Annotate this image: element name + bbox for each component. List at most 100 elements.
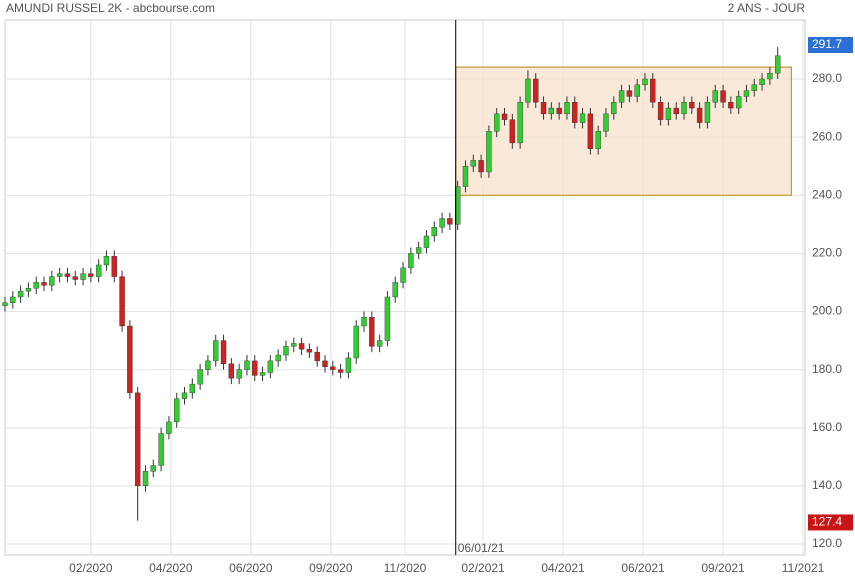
- candle-body: [142, 471, 149, 487]
- x-tick-label: 02/2021: [461, 561, 505, 575]
- candle-body: [213, 340, 219, 362]
- candle-body: [767, 72, 773, 80]
- candle-body: [774, 55, 781, 74]
- y-tick-label: 140.0: [812, 478, 842, 492]
- candle-body: [556, 107, 562, 115]
- y-tick-label: 160.0: [812, 420, 842, 434]
- candle-body: [525, 78, 531, 103]
- price-tag-label: 127.4: [812, 515, 842, 529]
- candle-body: [384, 296, 391, 341]
- chart-subtitle: 2 ANS - JOUR: [728, 1, 806, 15]
- candle-body: [236, 369, 242, 379]
- candle-body: [25, 288, 32, 292]
- x-tick-label: 04/2021: [541, 561, 585, 575]
- candle-body: [337, 369, 344, 373]
- price-tag: [808, 36, 853, 53]
- candle-body: [673, 107, 679, 115]
- chart-title: AMUNDI RUSSEL 2K - abcbourse.com: [6, 1, 215, 15]
- candle-body: [415, 247, 422, 254]
- candle-body: [2, 302, 8, 306]
- candle-body: [33, 282, 39, 289]
- candle-body: [166, 421, 172, 434]
- x-tick-label: 06/2020: [229, 561, 273, 575]
- candle-body: [400, 267, 406, 283]
- candle-body: [720, 90, 726, 103]
- x-tick-label: 09/2021: [701, 561, 745, 575]
- candle-body: [517, 102, 523, 144]
- candle-body: [103, 256, 110, 266]
- candle-body: [595, 131, 601, 149]
- candle-body: [150, 465, 156, 472]
- y-tick-label: 180.0: [812, 362, 842, 376]
- candle-body: [220, 340, 227, 364]
- candle-body: [72, 276, 78, 280]
- candle-body: [743, 90, 750, 97]
- candle-body: [665, 107, 672, 120]
- candle-body: [259, 372, 266, 376]
- candle-body: [267, 360, 274, 373]
- candle-body: [462, 165, 469, 187]
- candle-body: [181, 392, 188, 399]
- candle-body: [330, 366, 336, 370]
- candle-body: [49, 276, 55, 286]
- x-tick-label: 11/2021: [782, 561, 825, 575]
- candle-body: [650, 78, 656, 103]
- candle-body: [470, 160, 476, 167]
- x-tick-label: 02/2020: [69, 561, 113, 575]
- candle-body: [111, 256, 117, 277]
- x-tick-label: 06/2021: [621, 561, 665, 575]
- candle-body: [158, 433, 164, 466]
- candle-body: [533, 78, 539, 103]
- candle-body: [56, 273, 63, 277]
- candle-body: [205, 360, 211, 370]
- candle-body: [657, 102, 664, 120]
- y-tick-label: 280.0: [812, 71, 842, 85]
- x-tick-label: 04/2020: [149, 561, 193, 575]
- y-tick-label: 120.0: [812, 536, 842, 550]
- candle-body: [564, 102, 570, 115]
- candle-body: [392, 282, 398, 298]
- candle-body: [728, 102, 734, 109]
- candle-body: [119, 276, 125, 327]
- candle-body: [322, 360, 328, 367]
- candle-body: [447, 218, 453, 225]
- candle-body: [353, 325, 359, 359]
- candle-body: [244, 360, 250, 370]
- candle-body: [361, 317, 367, 327]
- candle-body: [618, 90, 625, 103]
- candle-body: [572, 102, 578, 123]
- date-marker-label: 06/01/21: [458, 541, 505, 555]
- candle-body: [486, 131, 492, 173]
- candle-body: [439, 218, 445, 228]
- y-tick-label: 200.0: [812, 304, 842, 318]
- candle-body: [751, 84, 757, 91]
- candle-body: [431, 226, 437, 237]
- candle-body: [376, 340, 383, 347]
- candle-body: [17, 290, 24, 298]
- candle-body: [41, 282, 47, 286]
- candle-body: [291, 343, 297, 347]
- candle-body: [681, 102, 687, 115]
- candle-body: [134, 392, 141, 487]
- candle-body: [95, 264, 102, 277]
- candle-body: [345, 357, 352, 373]
- candle-body: [501, 113, 508, 120]
- y-tick-label: 240.0: [812, 187, 842, 201]
- candle-body: [64, 273, 71, 277]
- candle-body: [88, 273, 94, 277]
- candle-body: [540, 102, 547, 115]
- candle-body: [587, 113, 594, 149]
- candle-body: [689, 102, 695, 109]
- candle-body: [626, 90, 633, 97]
- candle-body: [298, 343, 305, 350]
- range-box: [455, 66, 792, 196]
- candle-body: [80, 273, 86, 280]
- candle-body: [735, 96, 742, 109]
- candle-body: [478, 160, 484, 173]
- candle-body: [127, 325, 133, 394]
- candle-body: [228, 363, 235, 379]
- candle-body: [454, 186, 461, 225]
- candle-body: [704, 102, 711, 123]
- candle-body: [548, 107, 555, 115]
